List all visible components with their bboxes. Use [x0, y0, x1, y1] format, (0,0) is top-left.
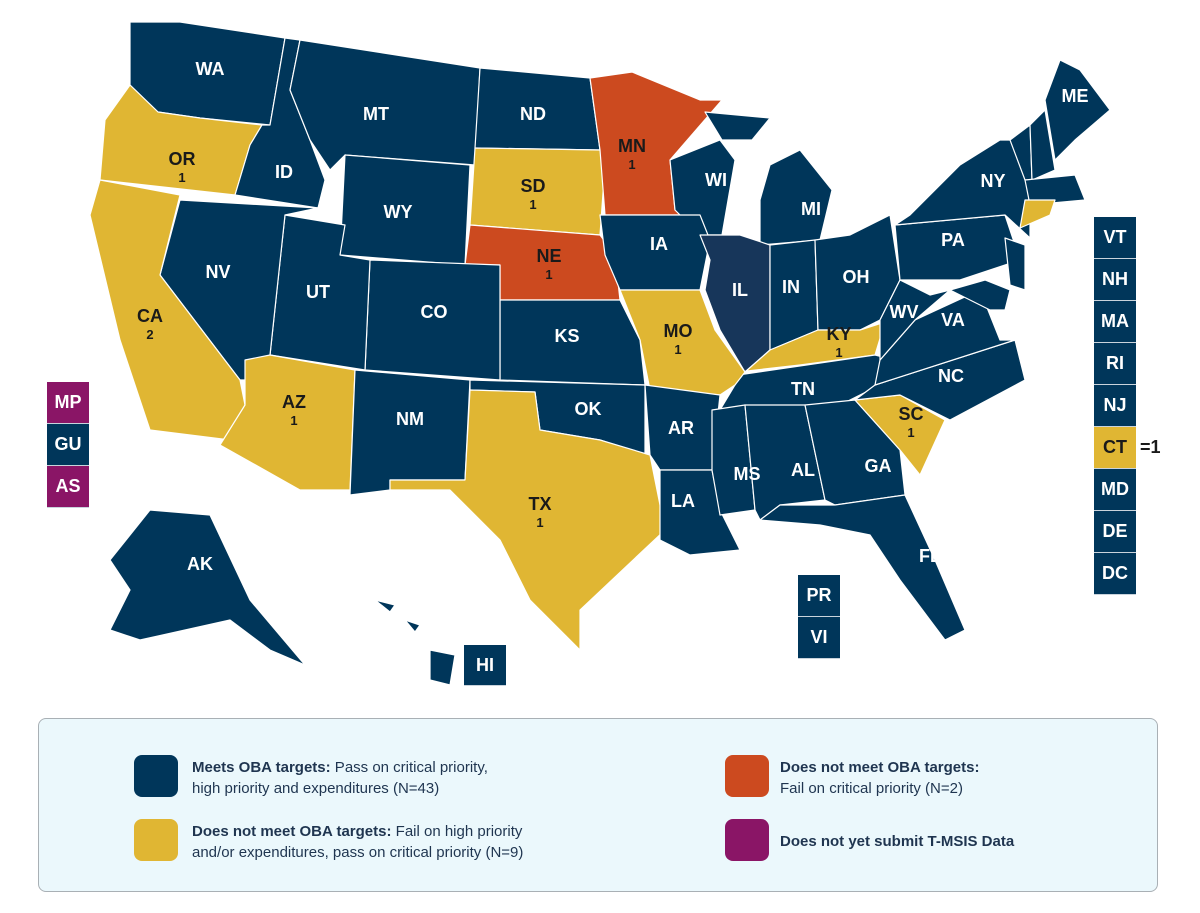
state-count-az: 1	[290, 413, 297, 428]
state-label-me: ME	[1062, 86, 1089, 106]
state-label-or: OR	[169, 149, 196, 169]
state-label-mo: MO	[664, 321, 693, 341]
state-box-ri: RI	[1094, 343, 1136, 385]
state-label-pa: PA	[941, 230, 965, 250]
state-label-ar: AR	[668, 418, 694, 438]
state-label-tn: TN	[791, 379, 815, 399]
state-label-nm: NM	[396, 409, 424, 429]
state-ct	[1019, 199, 1056, 229]
state-label-mn: MN	[618, 136, 646, 156]
state-label-sd: SD	[520, 176, 545, 196]
state-label-wy: WY	[384, 202, 413, 222]
state-label-nd: ND	[520, 104, 546, 124]
state-az	[219, 354, 356, 491]
state-mo	[619, 289, 746, 396]
state-mi	[704, 111, 771, 141]
state-count-mn: 1	[628, 157, 635, 172]
legend-swatch-fail-critical	[725, 755, 769, 797]
state-label-sc: SC	[898, 404, 923, 424]
state-label-ca: CA	[137, 306, 163, 326]
state-label-wa: WA	[196, 59, 225, 79]
state-label-ks: KS	[554, 326, 579, 346]
state-count-tx: 1	[536, 515, 543, 530]
state-label-ga: GA	[865, 456, 892, 476]
state-label-wi: WI	[705, 170, 727, 190]
legend-swatch-meets	[134, 755, 178, 797]
state-hi	[429, 649, 456, 686]
state-box-gu: GU	[47, 424, 89, 466]
state-label-ny: NY	[980, 171, 1005, 191]
state-box-ct: CT	[1094, 427, 1136, 469]
state-box-de: DE	[1094, 511, 1136, 553]
state-tx	[389, 389, 666, 651]
state-label-in: IN	[782, 277, 800, 297]
state-count-or: 1	[178, 170, 185, 185]
state-md	[949, 279, 1011, 311]
state-label-ak: AK	[187, 554, 213, 574]
state-box-md: MD	[1094, 469, 1136, 511]
state-box-as: AS	[47, 466, 89, 508]
state-label-co: CO	[421, 302, 448, 322]
legend-swatch-fail-high	[134, 819, 178, 861]
state-ak	[109, 509, 306, 666]
state-label-nv: NV	[205, 262, 230, 282]
state-box-hi: HI	[464, 645, 506, 686]
state-hi	[404, 619, 421, 633]
state-box-ma: MA	[1094, 301, 1136, 343]
legend: Meets OBA targets: Pass on critical prio…	[38, 718, 1158, 892]
state-count-mo: 1	[674, 342, 681, 357]
state-label-ne: NE	[536, 246, 561, 266]
state-nm	[349, 369, 471, 496]
state-nj	[1004, 237, 1026, 291]
state-label-mt: MT	[363, 104, 389, 124]
state-me	[1044, 59, 1111, 161]
state-ma	[1024, 174, 1086, 206]
state-box-vt: VT	[1094, 217, 1136, 259]
state-box-vi: VI	[798, 617, 840, 659]
state-box-pr: PR	[798, 575, 840, 617]
state-label-wv: WV	[890, 302, 919, 322]
state-label-ok: OK	[575, 399, 602, 419]
legend-swatch-no-data	[725, 819, 769, 861]
state-label-az: AZ	[282, 392, 306, 412]
state-sd	[469, 147, 606, 236]
state-label-va: VA	[941, 310, 965, 330]
legend-item-meets: Meets OBA targets: Pass on critical prio…	[192, 759, 488, 797]
state-label-ky: KY	[826, 324, 851, 344]
state-label-al: AL	[791, 460, 815, 480]
state-count-sc: 1	[907, 425, 914, 440]
state-mi	[759, 149, 833, 246]
legend-item-no-data: Does not yet submit T-MSIS Data	[780, 833, 1015, 850]
state-label-il: IL	[732, 280, 748, 300]
state-label-ms: MS	[734, 464, 761, 484]
state-hi	[374, 599, 396, 613]
state-fl	[759, 494, 966, 641]
state-count-sd: 1	[529, 197, 536, 212]
state-label-fl: FL	[919, 546, 941, 566]
state-count-ne: 1	[545, 267, 552, 282]
state-label-ia: IA	[650, 234, 668, 254]
state-ms	[711, 404, 756, 516]
state-nh	[1029, 109, 1056, 181]
state-label-tx: TX	[528, 494, 551, 514]
state-label-id: ID	[275, 162, 293, 182]
state-box-nj: NJ	[1094, 385, 1136, 427]
us-state-map: WAOR1CA2IDNVMTWYUTAZ1CONMNDSD1NE1KSOKTX1…	[89, 21, 1111, 686]
state-box-nh: NH	[1094, 259, 1136, 301]
state-count-ca: 2	[146, 327, 153, 342]
state-label-oh: OH	[843, 267, 870, 287]
legend-item-fail-critical: Does not meet OBA targets: Fail on critic…	[780, 759, 980, 797]
state-label-la: LA	[671, 491, 695, 511]
state-count-ky: 1	[835, 345, 842, 360]
state-box-dc: DC	[1094, 553, 1136, 595]
state-box-mp: MP	[47, 382, 89, 424]
state-box-count-ct: =1	[1140, 437, 1161, 457]
state-label-ut: UT	[306, 282, 330, 302]
state-label-mi: MI	[801, 199, 821, 219]
legend-item-fail-high: Does not meet OBA targets: Fail on high …	[192, 823, 524, 861]
state-label-nc: NC	[938, 366, 964, 386]
